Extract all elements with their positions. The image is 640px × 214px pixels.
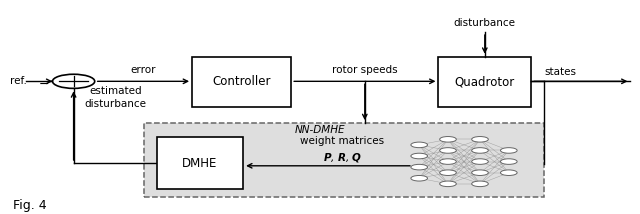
Circle shape xyxy=(440,170,456,175)
Circle shape xyxy=(411,142,428,148)
Text: $\bfit{P}$, $\bfit{R}$, $\bfit{Q}$: $\bfit{P}$, $\bfit{R}$, $\bfit{Q}$ xyxy=(323,151,362,164)
Circle shape xyxy=(440,159,456,164)
Text: Fig. 4: Fig. 4 xyxy=(13,199,47,212)
Circle shape xyxy=(500,170,517,175)
Circle shape xyxy=(472,170,488,175)
Circle shape xyxy=(411,164,428,170)
Circle shape xyxy=(440,181,456,187)
Bar xyxy=(157,137,243,189)
Text: error: error xyxy=(131,65,156,75)
Bar xyxy=(438,57,531,107)
Bar xyxy=(144,123,544,197)
Circle shape xyxy=(500,148,517,153)
Text: rotor speeds: rotor speeds xyxy=(332,65,397,75)
Circle shape xyxy=(411,153,428,159)
Circle shape xyxy=(472,159,488,164)
Text: Quadrotor: Quadrotor xyxy=(454,75,515,88)
Bar xyxy=(192,57,291,107)
Circle shape xyxy=(472,148,488,153)
Text: estimated: estimated xyxy=(89,86,141,96)
Text: Controller: Controller xyxy=(212,75,271,88)
Text: disturbance: disturbance xyxy=(84,99,146,109)
Circle shape xyxy=(440,148,456,153)
Text: disturbance: disturbance xyxy=(454,18,516,28)
Circle shape xyxy=(472,137,488,142)
Text: weight matrices: weight matrices xyxy=(300,135,385,146)
Circle shape xyxy=(500,159,517,164)
Text: states: states xyxy=(544,67,576,77)
Circle shape xyxy=(411,175,428,181)
Text: NN-DMHE: NN-DMHE xyxy=(295,125,345,135)
Circle shape xyxy=(440,137,456,142)
Text: −: − xyxy=(39,78,49,91)
Circle shape xyxy=(472,181,488,187)
Text: ref.: ref. xyxy=(10,76,26,86)
Text: DMHE: DMHE xyxy=(182,157,218,170)
